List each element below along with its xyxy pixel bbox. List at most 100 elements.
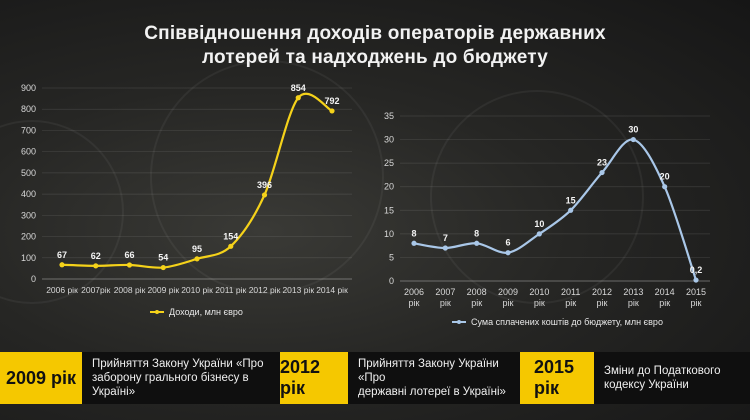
- data-point: [536, 231, 542, 237]
- x-tick-label: 2007: [435, 287, 455, 297]
- milestones-bar: 2009 рік Прийняття Закону України «Про з…: [0, 348, 750, 420]
- milestone-text-2009-line2: заборону грального бізнесу в Україні»: [92, 372, 249, 398]
- data-point: [228, 243, 234, 249]
- data-point: [505, 250, 511, 256]
- x-tick-label: рік: [503, 298, 514, 308]
- x-tick-label: рік: [691, 298, 702, 308]
- data-label: 8: [411, 228, 416, 238]
- data-label: 10: [534, 219, 544, 229]
- data-point: [329, 108, 335, 114]
- x-tick-label: 2012 рік: [249, 285, 281, 295]
- data-label: 67: [57, 250, 67, 260]
- x-tick-label: 2013: [623, 287, 643, 297]
- milestone-year-2015: 2015 рік: [534, 352, 594, 404]
- y-tick-label: 0: [389, 276, 394, 286]
- slide-title: Співвідношення доходів операторів держав…: [60, 22, 690, 70]
- data-point: [295, 95, 301, 101]
- data-label: 396: [257, 180, 272, 190]
- x-tick-label: 2009 рік: [147, 285, 179, 295]
- data-label: 0,2: [690, 265, 703, 275]
- data-label: 854: [291, 83, 306, 93]
- x-tick-label: 2014 рік: [316, 285, 348, 295]
- title-line-1: Співвідношення доходів операторів держав…: [144, 23, 606, 44]
- x-tick-label: рік: [534, 298, 545, 308]
- income-chart: 0 100 200 300 400 500 600 700 800 900 67 62 66 54 95 15…: [21, 83, 352, 317]
- y-tick-label: 0: [31, 274, 36, 284]
- data-label: 154: [223, 231, 238, 241]
- y-tick-label: 20: [384, 182, 394, 192]
- x-tick-label: рік: [597, 298, 608, 308]
- title-line-2: лотерей та надходжень до бюджету: [202, 47, 548, 68]
- background-coin-decoration: [430, 90, 644, 304]
- y-tick-label: 200: [21, 232, 36, 242]
- x-tick-label: рік: [659, 298, 670, 308]
- data-point: [630, 136, 636, 143]
- x-tick-label: рік: [409, 298, 420, 308]
- x-tick-label: рік: [628, 298, 639, 308]
- y-tick-label: 500: [21, 168, 36, 178]
- x-tick-label: 2011: [561, 287, 580, 297]
- milestone-text-2015-line2: кодексу України: [604, 379, 689, 391]
- x-tick-label: 2010 рік: [181, 285, 213, 295]
- milestone-text-2015-line1: Зміни до Податкового: [604, 365, 721, 377]
- milestone-year-2009: 2009 рік: [0, 352, 82, 404]
- x-tick-label: 2011 рік: [215, 285, 246, 295]
- data-label: 62: [91, 251, 101, 261]
- data-point: [693, 277, 699, 283]
- milestone-year-2012: 2012 рік: [280, 352, 348, 404]
- data-point: [411, 240, 417, 246]
- milestone-text-2012: Прийняття Закону України «Про державні л…: [348, 352, 520, 404]
- data-label: 7: [443, 233, 448, 243]
- x-tick-label: 2006: [404, 287, 424, 297]
- y-tick-label: 800: [21, 104, 36, 114]
- x-tick-label: 2008 рік: [114, 285, 146, 295]
- x-tick-label: 2008: [467, 287, 487, 297]
- data-point: [126, 262, 133, 268]
- milestone-text-2012-line2: державні лотереї в Україні»: [358, 386, 506, 398]
- data-label: 792: [324, 96, 339, 106]
- series-line: [61, 92, 333, 269]
- y-tick-label: 900: [21, 83, 36, 93]
- x-tick-label: рік: [440, 298, 451, 308]
- x-tick-label: рік: [471, 298, 482, 308]
- x-tick-label: 2012: [592, 287, 612, 297]
- data-label: 30: [628, 125, 638, 135]
- milestone-text-2012-line1: Прийняття Закону України «Про: [358, 358, 499, 384]
- data-point: [474, 240, 480, 246]
- y-tick-label: 25: [384, 158, 394, 168]
- data-label: 23: [597, 158, 607, 168]
- data-point: [568, 207, 574, 213]
- data-label: 95: [192, 244, 202, 254]
- data-point: [93, 263, 99, 269]
- data-point: [662, 184, 668, 190]
- data-label: 54: [158, 253, 168, 263]
- x-tick-label: 2014: [655, 287, 675, 297]
- x-tick-label: 2007рік: [81, 285, 111, 295]
- milestone-text-2015: Зміни до Податкового кодексу України: [594, 352, 750, 404]
- background-coin-decoration: [150, 60, 384, 294]
- y-tick-label: 35: [384, 111, 394, 121]
- y-tick-label: 10: [384, 229, 394, 239]
- y-tick-label: 300: [21, 210, 36, 220]
- milestone-divider: [520, 352, 534, 404]
- x-tick-label: 2006 рік: [46, 285, 78, 295]
- data-point: [599, 169, 605, 176]
- x-tick-label: рік: [565, 298, 576, 308]
- y-tick-label: 5: [389, 252, 394, 262]
- data-label: 8: [474, 228, 479, 238]
- data-point: [59, 262, 65, 268]
- data-label: 6: [505, 238, 510, 248]
- legend-marker: [457, 320, 461, 324]
- data-point: [261, 192, 268, 198]
- y-tick-label: 30: [384, 135, 394, 145]
- data-point: [194, 256, 200, 262]
- y-tick-label: 400: [21, 189, 36, 199]
- x-tick-label: 2010: [529, 287, 549, 297]
- y-tick-label: 15: [384, 205, 394, 215]
- data-label: 15: [566, 195, 576, 205]
- x-tick-label: 2015: [686, 287, 706, 297]
- y-tick-label: 700: [21, 125, 36, 135]
- series-line: [413, 138, 698, 281]
